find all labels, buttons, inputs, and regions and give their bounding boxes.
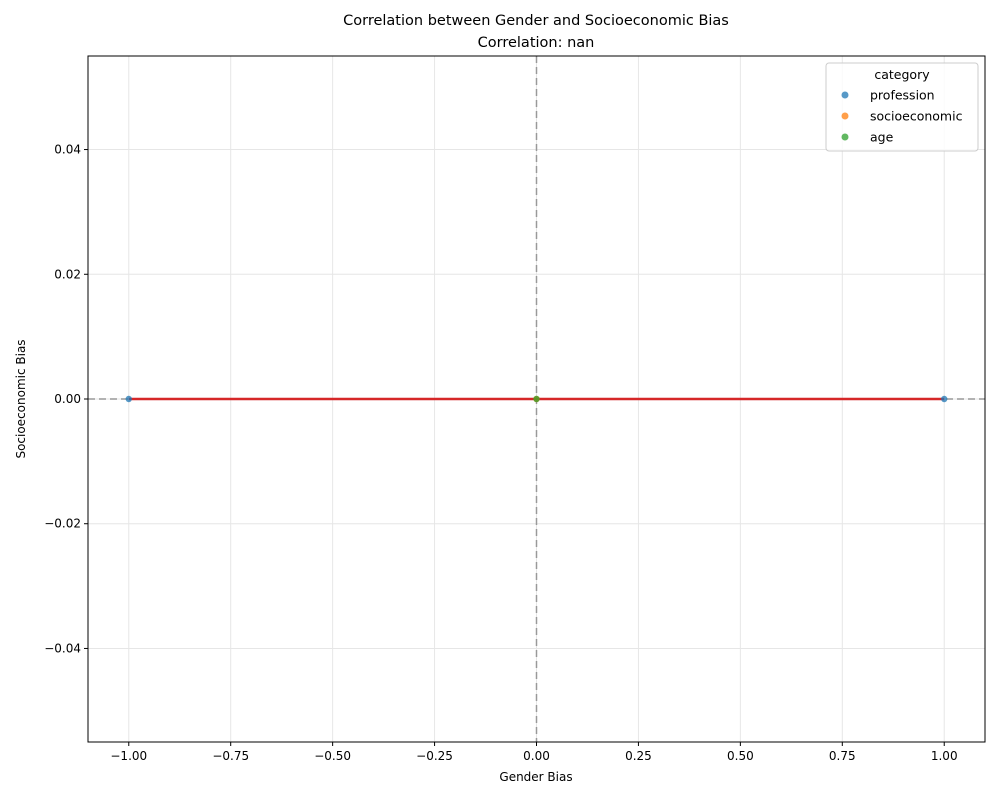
y-tick-label-1: −0.02 [44,517,81,531]
legend-marker-socioeconomic [841,112,849,120]
y-axis-ticks: −0.04 −0.02 0.00 0.02 0.04 [44,143,88,655]
x-tick-label-4: 0.00 [523,749,550,763]
x-axis-ticks: −1.00 −0.75 −0.50 −0.25 0.00 0.25 0.50 0.75 1.00 [110,742,958,763]
x-tick-label-1: −0.75 [212,749,249,763]
y-tick-label-3: 0.02 [54,267,81,281]
x-tick-label-6: 0.50 [727,749,754,763]
x-tick-label-2: −0.50 [314,749,351,763]
legend: category profession socioeconomic age [825,62,979,152]
legend-marker-age [841,133,849,141]
y-tick-label-2: 0.00 [54,392,81,406]
legend-box [825,62,979,152]
legend-label-age: age [870,130,894,145]
legend-marker-profession [841,91,849,99]
chart-title: Correlation between Gender and Socioecon… [343,13,729,29]
point-age-0 [533,395,540,403]
legend-title: category [874,67,930,82]
x-tick-label-0: −1.00 [110,749,147,763]
y-tick-label-0: −0.04 [44,641,81,655]
legend-label-profession: profession [870,88,935,103]
x-tick-label-3: −0.25 [416,749,453,763]
data-points [125,395,948,403]
point-profession-0 [125,395,132,403]
x-tick-label-8: 1.00 [931,749,958,763]
point-profession-1 [941,395,948,403]
chart-subtitle: Correlation: nan [478,35,595,51]
legend-label-socioeconomic: socioeconomic [870,109,963,124]
y-tick-label-4: 0.04 [54,143,81,157]
x-tick-label-7: 0.75 [829,749,856,763]
x-axis-label: Gender Bias [499,770,572,784]
x-tick-label-5: 0.25 [625,749,652,763]
y-axis-label: Socioeconomic Bias [14,339,28,458]
legend-items: profession socioeconomic age [841,88,963,145]
